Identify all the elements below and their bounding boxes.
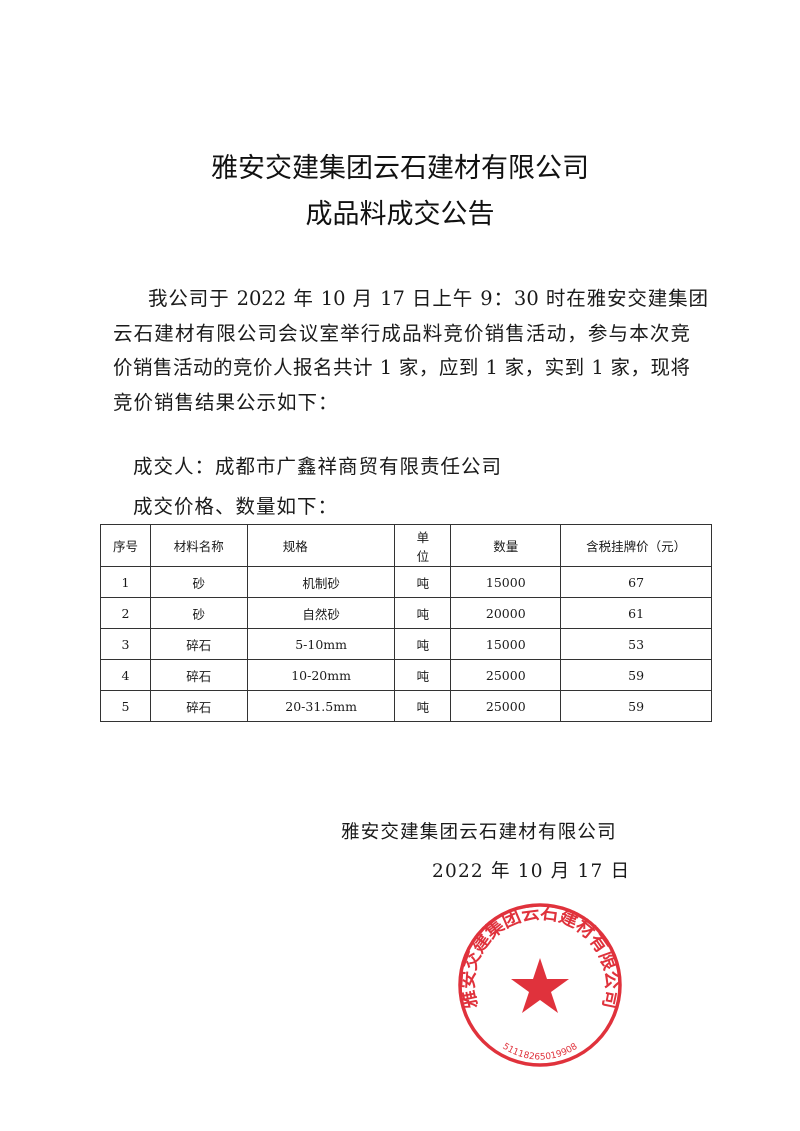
- table-cell: 59: [560, 690, 712, 722]
- header-cell: 数量: [450, 524, 562, 567]
- table-row: 3 碎石 5-10mm 吨 15000 53: [100, 628, 712, 660]
- table-cell: 碎石: [149, 659, 248, 691]
- seal-ring: [458, 903, 622, 1067]
- results-table: 序号 材料名称 规格 单位 数量 含税挂牌价（元） 1 砂机制砂吨 15000 67 2…: [100, 524, 712, 722]
- header-cell: 序号: [100, 524, 151, 567]
- table-cell: 自然砂: [246, 597, 396, 629]
- table-cell: 吨: [394, 566, 452, 598]
- table-cell: 5-10mm: [246, 628, 396, 660]
- body-line: 云石建材有限公司会议室举行成品料竞价销售活动，参与本次竞: [113, 322, 690, 345]
- table-cell: 2: [100, 597, 151, 629]
- unit-bottom: 位: [416, 548, 430, 564]
- company-seal-stamp: 雅安交建集团云石建材有限公司 5111826501990​8: [457, 902, 622, 1067]
- signature-date: 2022 年 10 月 17 日: [432, 861, 631, 882]
- header-cell: 含税挂牌价（元）: [560, 524, 712, 567]
- table-cell: 20-31.5mm: [246, 690, 396, 722]
- table-cell: 机制砂: [246, 566, 396, 598]
- body-line: 我公司于 2022 年 10 月 17 日上午 9：30 时在雅安交建集团: [148, 287, 708, 310]
- doc-title: 雅安交建集团云石建材有限公司: [211, 153, 589, 184]
- table-cell: 砂: [149, 597, 248, 629]
- table-cell: 61: [560, 597, 712, 629]
- table-row: 1 砂机制砂吨 15000 67: [100, 566, 712, 598]
- table-row: 5 碎石 20-31.5mm 吨 25000 59: [100, 690, 712, 722]
- header-cell: 材料名称: [149, 524, 248, 567]
- table-cell: 25000: [450, 690, 562, 722]
- winner-line: 成交人：成都市广鑫祥商贸有限责任公司: [133, 455, 503, 478]
- table-cell: 10-20mm: [246, 659, 396, 691]
- header-cell: 规格: [246, 524, 396, 567]
- header-cell-unit: 单位: [394, 524, 452, 567]
- table-cell: 吨: [394, 690, 452, 722]
- table-cell: 砂: [149, 566, 248, 598]
- table-cell: 5: [100, 690, 151, 722]
- table-cell: 15000: [450, 628, 562, 660]
- star-icon: [511, 958, 569, 1013]
- table-cell: 20000: [450, 597, 562, 629]
- table-intro: 成交价格、数量如下：: [133, 495, 339, 518]
- signature-company: 雅安交建集团云石建材有限公司: [341, 822, 617, 843]
- table-header-row: 序号 材料名称 规格 单位 数量 含税挂牌价（元）: [100, 524, 712, 567]
- table-cell: 4: [100, 659, 151, 691]
- unit-top: 单: [416, 529, 430, 545]
- table-cell: 15000: [450, 566, 562, 598]
- table-cell: 53: [560, 628, 712, 660]
- table-cell: 25000: [450, 659, 562, 691]
- table-cell: 碎石: [149, 690, 248, 722]
- table-row: 2 砂自然砂吨 20000 61: [100, 597, 712, 629]
- table-cell: 59: [560, 659, 712, 691]
- doc-subtitle: 成品料成交公告: [305, 199, 495, 230]
- table-row: 4 碎石 10-20mm 吨 25000 59: [100, 659, 712, 691]
- table-cell: 3: [100, 628, 151, 660]
- table-cell: 吨: [394, 659, 452, 691]
- body-line: 竞价销售结果公示如下：: [113, 391, 339, 414]
- table-cell: 1: [100, 566, 151, 598]
- table-cell: 67: [560, 566, 712, 598]
- body-line: 价销售活动的竞价人报名共计 1 家，应到 1 家，实到 1 家，现将: [113, 356, 690, 379]
- table-cell: 吨: [394, 628, 452, 660]
- table-cell: 吨: [394, 597, 452, 629]
- table-cell: 碎石: [149, 628, 248, 660]
